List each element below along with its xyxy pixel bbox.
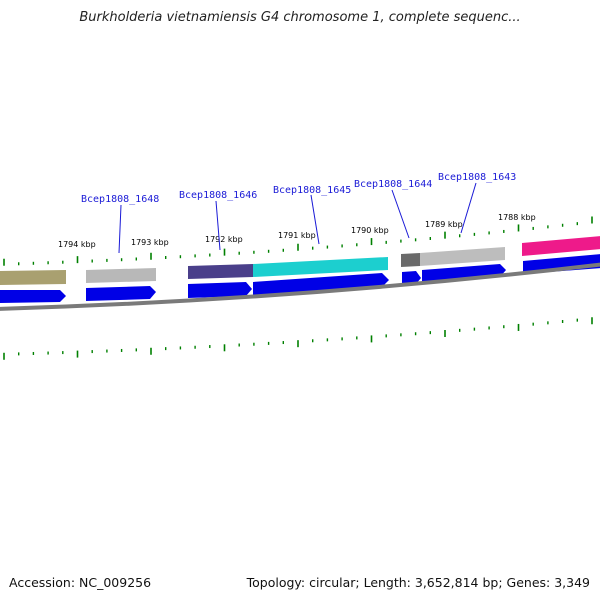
label-leaders — [118, 182, 477, 254]
kbp-tick-label: 1794 kbp — [58, 240, 96, 249]
cds-arrow[interactable] — [523, 254, 600, 274]
kbp-tick-label: 1789 kbp — [425, 220, 463, 229]
cds-arrow[interactable] — [402, 271, 421, 285]
cds-arrow[interactable] — [253, 273, 389, 296]
outer-tick-ring — [3, 216, 593, 266]
feature-track — [0, 236, 600, 285]
kbp-tick-label: 1790 kbp — [351, 226, 389, 235]
genome-backbone — [0, 262, 600, 311]
gene-label-bcep1808-1648[interactable]: Bcep1808_1648 — [81, 194, 159, 205]
feature-bar[interactable] — [188, 264, 253, 279]
feature-bar[interactable] — [253, 257, 388, 277]
kbp-tick-label: 1792 kbp — [205, 235, 243, 244]
feature-bar[interactable] — [420, 247, 505, 266]
cds-arrow[interactable] — [188, 282, 252, 298]
feature-bar[interactable] — [522, 236, 600, 256]
kbp-tick-label: 1788 kbp — [498, 213, 536, 222]
genome-summary-text: Topology: circular; Length: 3,652,814 bp… — [246, 575, 590, 590]
gene-label-bcep1808-1645[interactable]: Bcep1808_1645 — [273, 185, 351, 196]
gene-label-bcep1808-1646[interactable]: Bcep1808_1646 — [179, 190, 257, 201]
gene-labels: Bcep1808_1648 Bcep1808_1646 Bcep1808_164… — [81, 172, 516, 205]
gene-label-bcep1808-1644[interactable]: Bcep1808_1644 — [354, 179, 432, 190]
cds-track — [0, 254, 600, 303]
gene-label-bcep1808-1643[interactable]: Bcep1808_1643 — [438, 172, 516, 183]
feature-bar[interactable] — [0, 270, 66, 285]
cds-arrow[interactable] — [0, 290, 66, 303]
scale-labels: 1794 kbp 1793 kbp 1792 kbp 1791 kbp 1790… — [58, 213, 536, 249]
accession-text: Accession: NC_009256 — [9, 575, 152, 590]
map-title: Burkholderia vietnamiensis G4 chromosome… — [79, 10, 521, 25]
inner-tick-ring — [3, 317, 593, 360]
feature-bar[interactable] — [86, 268, 156, 283]
cds-arrow[interactable] — [86, 286, 156, 301]
cds-arrow[interactable] — [422, 264, 506, 283]
kbp-tick-label: 1791 kbp — [278, 231, 316, 240]
feature-bar[interactable] — [401, 253, 420, 267]
kbp-tick-label: 1793 kbp — [131, 238, 169, 247]
